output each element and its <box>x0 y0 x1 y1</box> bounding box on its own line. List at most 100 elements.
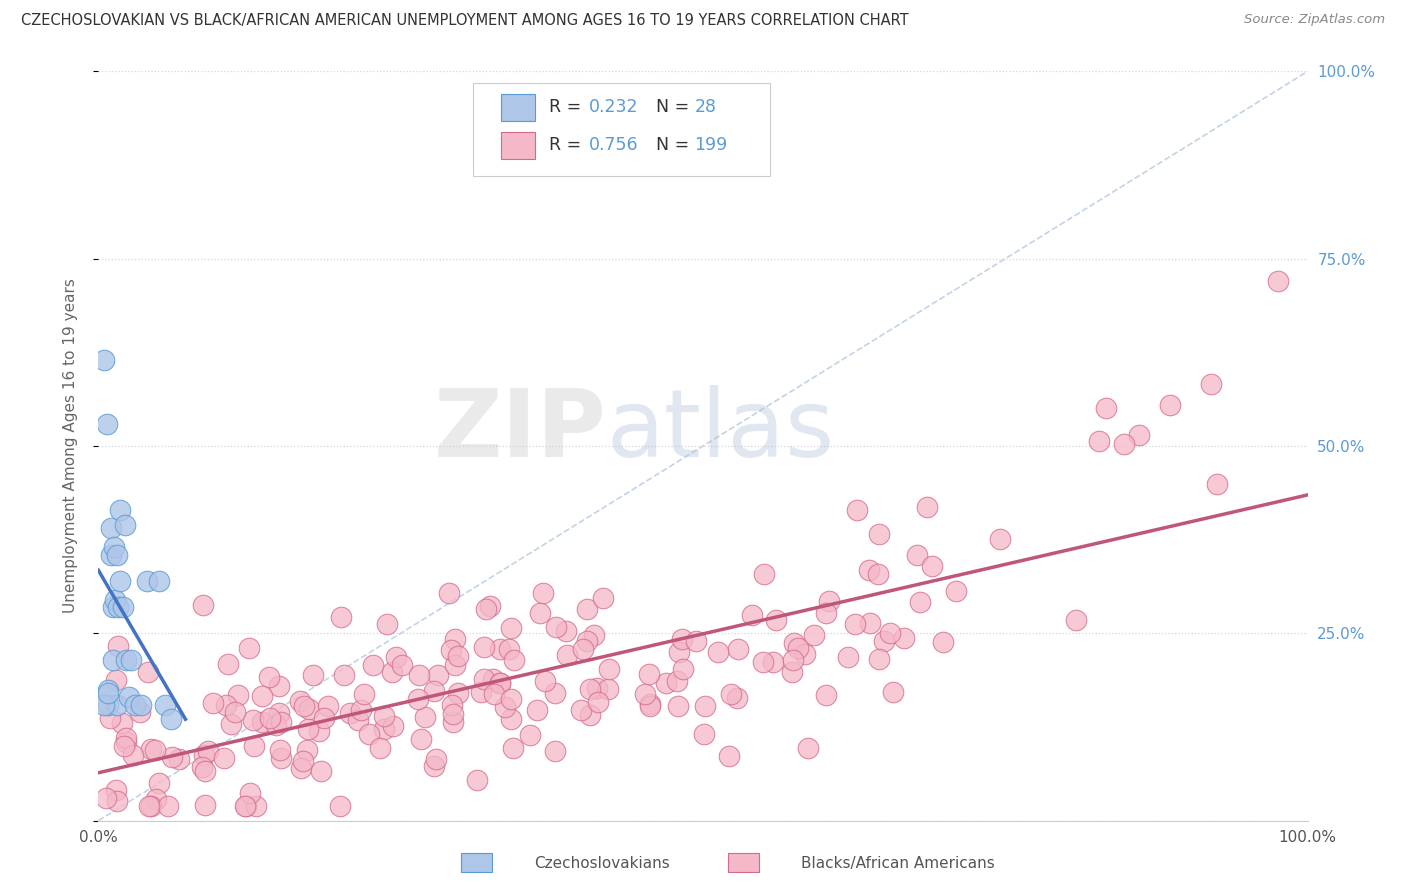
Point <box>145 791 167 805</box>
Point <box>120 652 142 666</box>
Point <box>235 798 257 813</box>
Point <box>666 673 689 688</box>
Point <box>233 798 256 813</box>
Point <box>634 687 657 701</box>
Point <box>555 624 578 639</box>
Point <box>191 598 214 612</box>
Point <box>859 615 882 630</box>
Point <box>104 673 127 687</box>
Bar <box>501 94 534 120</box>
Point <box>141 742 163 756</box>
Point <box>292 699 315 714</box>
Point <box>1128 428 1150 442</box>
Point <box>148 574 170 588</box>
Point <box>259 711 281 725</box>
Point <box>242 713 264 727</box>
Point <box>945 584 967 599</box>
Text: N =: N = <box>655 98 695 116</box>
Point <box>693 727 716 741</box>
Point <box>818 594 841 608</box>
Point <box>638 667 661 681</box>
Point <box>668 645 690 659</box>
Point <box>373 722 395 736</box>
Point <box>921 559 943 574</box>
Point <box>569 703 592 717</box>
Point <box>411 731 433 746</box>
Point <box>488 676 510 690</box>
Point <box>108 574 131 588</box>
Text: 0.232: 0.232 <box>589 98 638 116</box>
Point <box>107 639 129 653</box>
Point <box>382 719 405 733</box>
Point <box>157 798 180 813</box>
Point <box>1159 398 1181 412</box>
Point <box>858 563 880 577</box>
Point <box>309 764 332 778</box>
Point <box>112 739 135 754</box>
Point <box>446 649 468 664</box>
Text: Source: ZipAtlas.com: Source: ZipAtlas.com <box>1244 13 1385 27</box>
Point <box>266 718 288 732</box>
Point <box>668 698 690 713</box>
Point <box>111 600 134 615</box>
Point <box>359 727 381 741</box>
Point <box>103 540 125 554</box>
Point <box>534 673 557 688</box>
Point <box>441 706 464 721</box>
Point <box>440 643 463 657</box>
Point <box>544 620 567 634</box>
Point <box>846 502 869 516</box>
Point <box>447 686 470 700</box>
Point <box>219 716 242 731</box>
Point <box>124 698 146 712</box>
Point <box>761 655 783 669</box>
Point <box>332 667 354 681</box>
Point <box>269 706 291 720</box>
Point <box>555 648 578 663</box>
Point <box>153 698 176 712</box>
Point <box>529 606 551 620</box>
Point <box>269 679 291 693</box>
Point <box>783 636 806 650</box>
Point <box>519 728 541 742</box>
Point <box>361 658 384 673</box>
Text: Blacks/African Americans: Blacks/African Americans <box>801 856 995 871</box>
Bar <box>461 853 492 872</box>
Point <box>408 668 430 682</box>
Point <box>290 761 312 775</box>
Point <box>576 601 599 615</box>
Point <box>193 748 215 763</box>
Point <box>797 740 820 755</box>
Point <box>115 734 138 748</box>
Point <box>803 627 825 641</box>
Point <box>308 723 330 738</box>
Point <box>752 567 775 582</box>
Point <box>297 723 319 737</box>
Point <box>596 681 619 696</box>
Point <box>502 653 524 667</box>
Point <box>114 731 136 745</box>
Point <box>97 682 120 697</box>
Point <box>725 691 748 706</box>
Point <box>782 653 804 667</box>
Point <box>93 698 115 712</box>
Point <box>907 548 929 562</box>
Point <box>243 739 266 753</box>
Point <box>269 742 291 756</box>
Point <box>727 641 749 656</box>
Point <box>270 750 292 764</box>
Point <box>250 689 273 703</box>
Point <box>815 606 838 620</box>
Point <box>288 694 311 708</box>
Point <box>575 634 598 648</box>
Text: CZECHOSLOVAKIAN VS BLACK/AFRICAN AMERICAN UNEMPLOYMENT AMONG AGES 16 TO 19 YEARS: CZECHOSLOVAKIAN VS BLACK/AFRICAN AMERICA… <box>21 13 908 29</box>
Point <box>118 690 141 704</box>
Point <box>194 764 217 778</box>
Point <box>598 662 620 676</box>
Point <box>786 641 808 656</box>
Point <box>408 692 430 706</box>
Text: N =: N = <box>655 136 695 154</box>
Point <box>443 632 465 647</box>
Point <box>531 586 554 600</box>
Point <box>259 669 281 683</box>
